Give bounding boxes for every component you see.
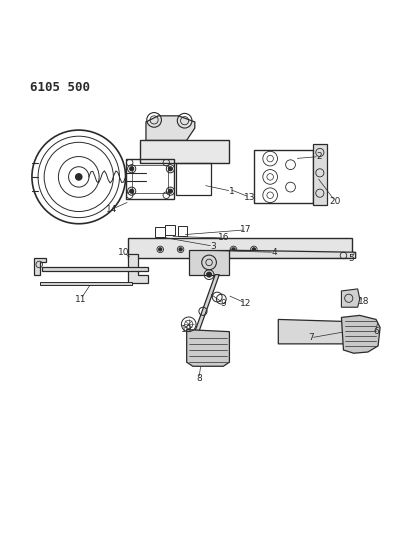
Polygon shape [278,319,351,344]
Text: 10: 10 [117,248,129,257]
Text: 6: 6 [372,327,378,336]
Polygon shape [186,329,229,366]
Text: 14: 14 [106,205,117,214]
Circle shape [252,248,255,251]
Text: 16: 16 [217,233,229,243]
Polygon shape [40,282,131,285]
Text: 13: 13 [243,193,255,202]
Text: 7: 7 [307,333,313,342]
Polygon shape [42,266,148,271]
Text: 11: 11 [75,295,86,304]
Circle shape [129,167,133,171]
Polygon shape [341,289,359,307]
Bar [125,159,174,199]
Text: 17: 17 [239,225,251,235]
Circle shape [129,189,133,193]
Polygon shape [229,250,355,259]
Circle shape [206,272,211,277]
Polygon shape [34,259,46,274]
Circle shape [158,248,162,251]
Circle shape [75,174,82,180]
Polygon shape [127,238,351,259]
Text: 9: 9 [220,298,226,308]
Bar [176,163,211,195]
Circle shape [168,189,172,193]
Polygon shape [194,274,219,332]
Polygon shape [341,316,379,353]
Text: 3: 3 [210,241,216,251]
Text: 2: 2 [315,152,321,161]
Polygon shape [188,250,229,274]
Circle shape [231,248,234,251]
Text: 6105 500: 6105 500 [30,81,90,94]
Text: 18: 18 [357,296,369,305]
Text: 1: 1 [228,187,234,196]
Circle shape [168,167,172,171]
Bar [139,140,229,163]
Text: 5: 5 [348,254,354,263]
Text: 8: 8 [196,374,201,383]
Polygon shape [127,254,148,283]
Text: 20: 20 [329,197,340,206]
Bar [253,150,312,204]
Polygon shape [146,116,194,140]
Text: 12: 12 [239,298,251,308]
Text: 4: 4 [271,248,276,257]
Polygon shape [312,144,326,205]
Text: 19: 19 [180,325,192,334]
Circle shape [178,248,182,251]
Bar [131,165,168,193]
